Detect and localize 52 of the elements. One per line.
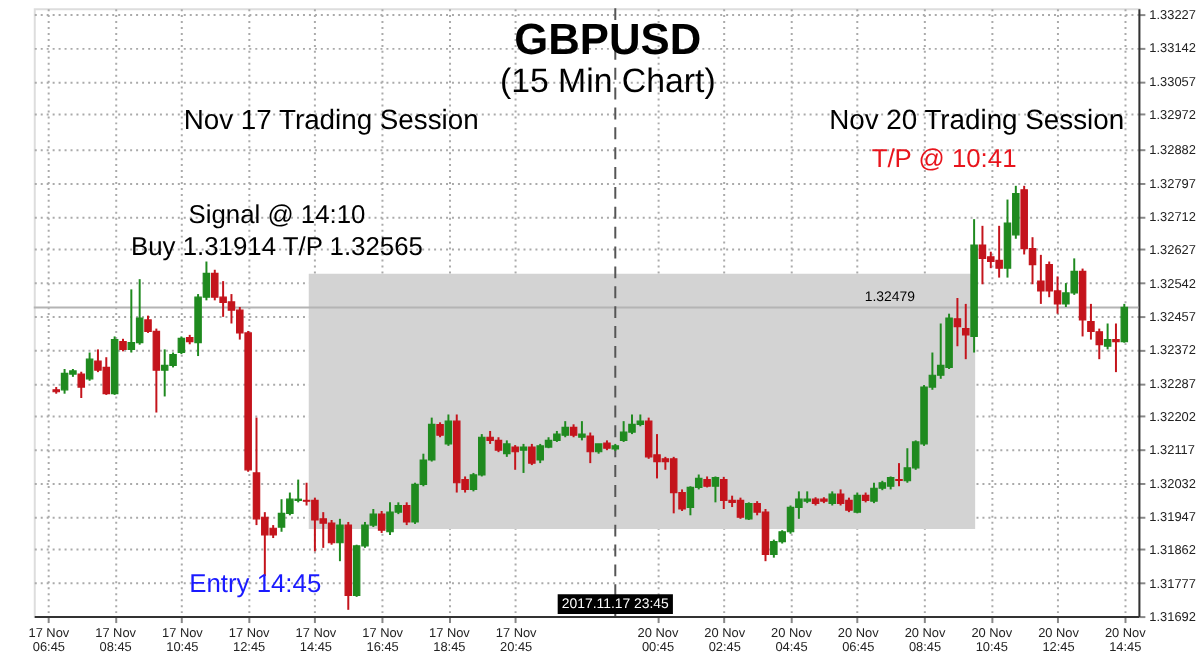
candlestick <box>60 367 69 395</box>
candlestick <box>536 442 544 465</box>
candlestick <box>995 224 1003 279</box>
candlestick <box>786 504 795 535</box>
candlestick <box>903 447 912 484</box>
candlestick <box>152 327 161 414</box>
candlestick <box>586 431 595 465</box>
candlestick <box>102 356 111 396</box>
candlestick <box>327 519 336 546</box>
candlestick <box>519 442 528 474</box>
candlestick <box>669 455 678 515</box>
candlestick <box>277 498 286 533</box>
candlestick <box>1003 198 1012 279</box>
candlestick <box>578 420 586 442</box>
candlestick <box>953 297 962 348</box>
candlestick <box>1045 260 1053 299</box>
candlestick <box>936 322 945 380</box>
candlestick <box>528 442 536 467</box>
candlestick <box>619 420 628 443</box>
candlestick <box>160 348 169 398</box>
candlestick <box>511 444 519 471</box>
annotation: T/P @ 10:41 <box>871 143 1017 174</box>
candlestick <box>85 351 94 382</box>
candlestick <box>895 462 903 488</box>
candlestick <box>770 538 778 559</box>
candlestick <box>761 508 770 563</box>
candlestick <box>870 481 878 505</box>
candlestick <box>77 370 86 400</box>
candlestick <box>628 413 636 436</box>
candlestick <box>961 302 970 361</box>
candlestick <box>377 509 386 534</box>
candlestick <box>736 496 745 520</box>
candlestick <box>720 475 728 511</box>
text: (15 Min Chart) <box>499 61 716 100</box>
candlestick <box>336 517 344 563</box>
candlestick <box>1112 322 1120 374</box>
candlestick <box>444 413 453 447</box>
candlestick <box>402 501 411 527</box>
candlestick <box>1103 322 1112 351</box>
candlestick <box>978 224 987 286</box>
candlestick <box>686 485 695 517</box>
annotation: Nov 20 Trading Session <box>829 103 1125 136</box>
candlestick <box>127 288 136 354</box>
candlestick <box>1120 302 1129 344</box>
annotation: Nov 17 Trading Session <box>183 103 479 136</box>
candlestick <box>135 278 144 346</box>
candlestick <box>386 501 394 536</box>
chart-title: GBPUSD <box>514 13 702 64</box>
candlestick <box>711 475 720 504</box>
annotation: Signal @ 14:10 <box>188 198 366 229</box>
annotation: Buy 1.31914 T/P 1.32565 <box>131 230 423 261</box>
annotation: Entry 14:45 <box>189 568 322 599</box>
